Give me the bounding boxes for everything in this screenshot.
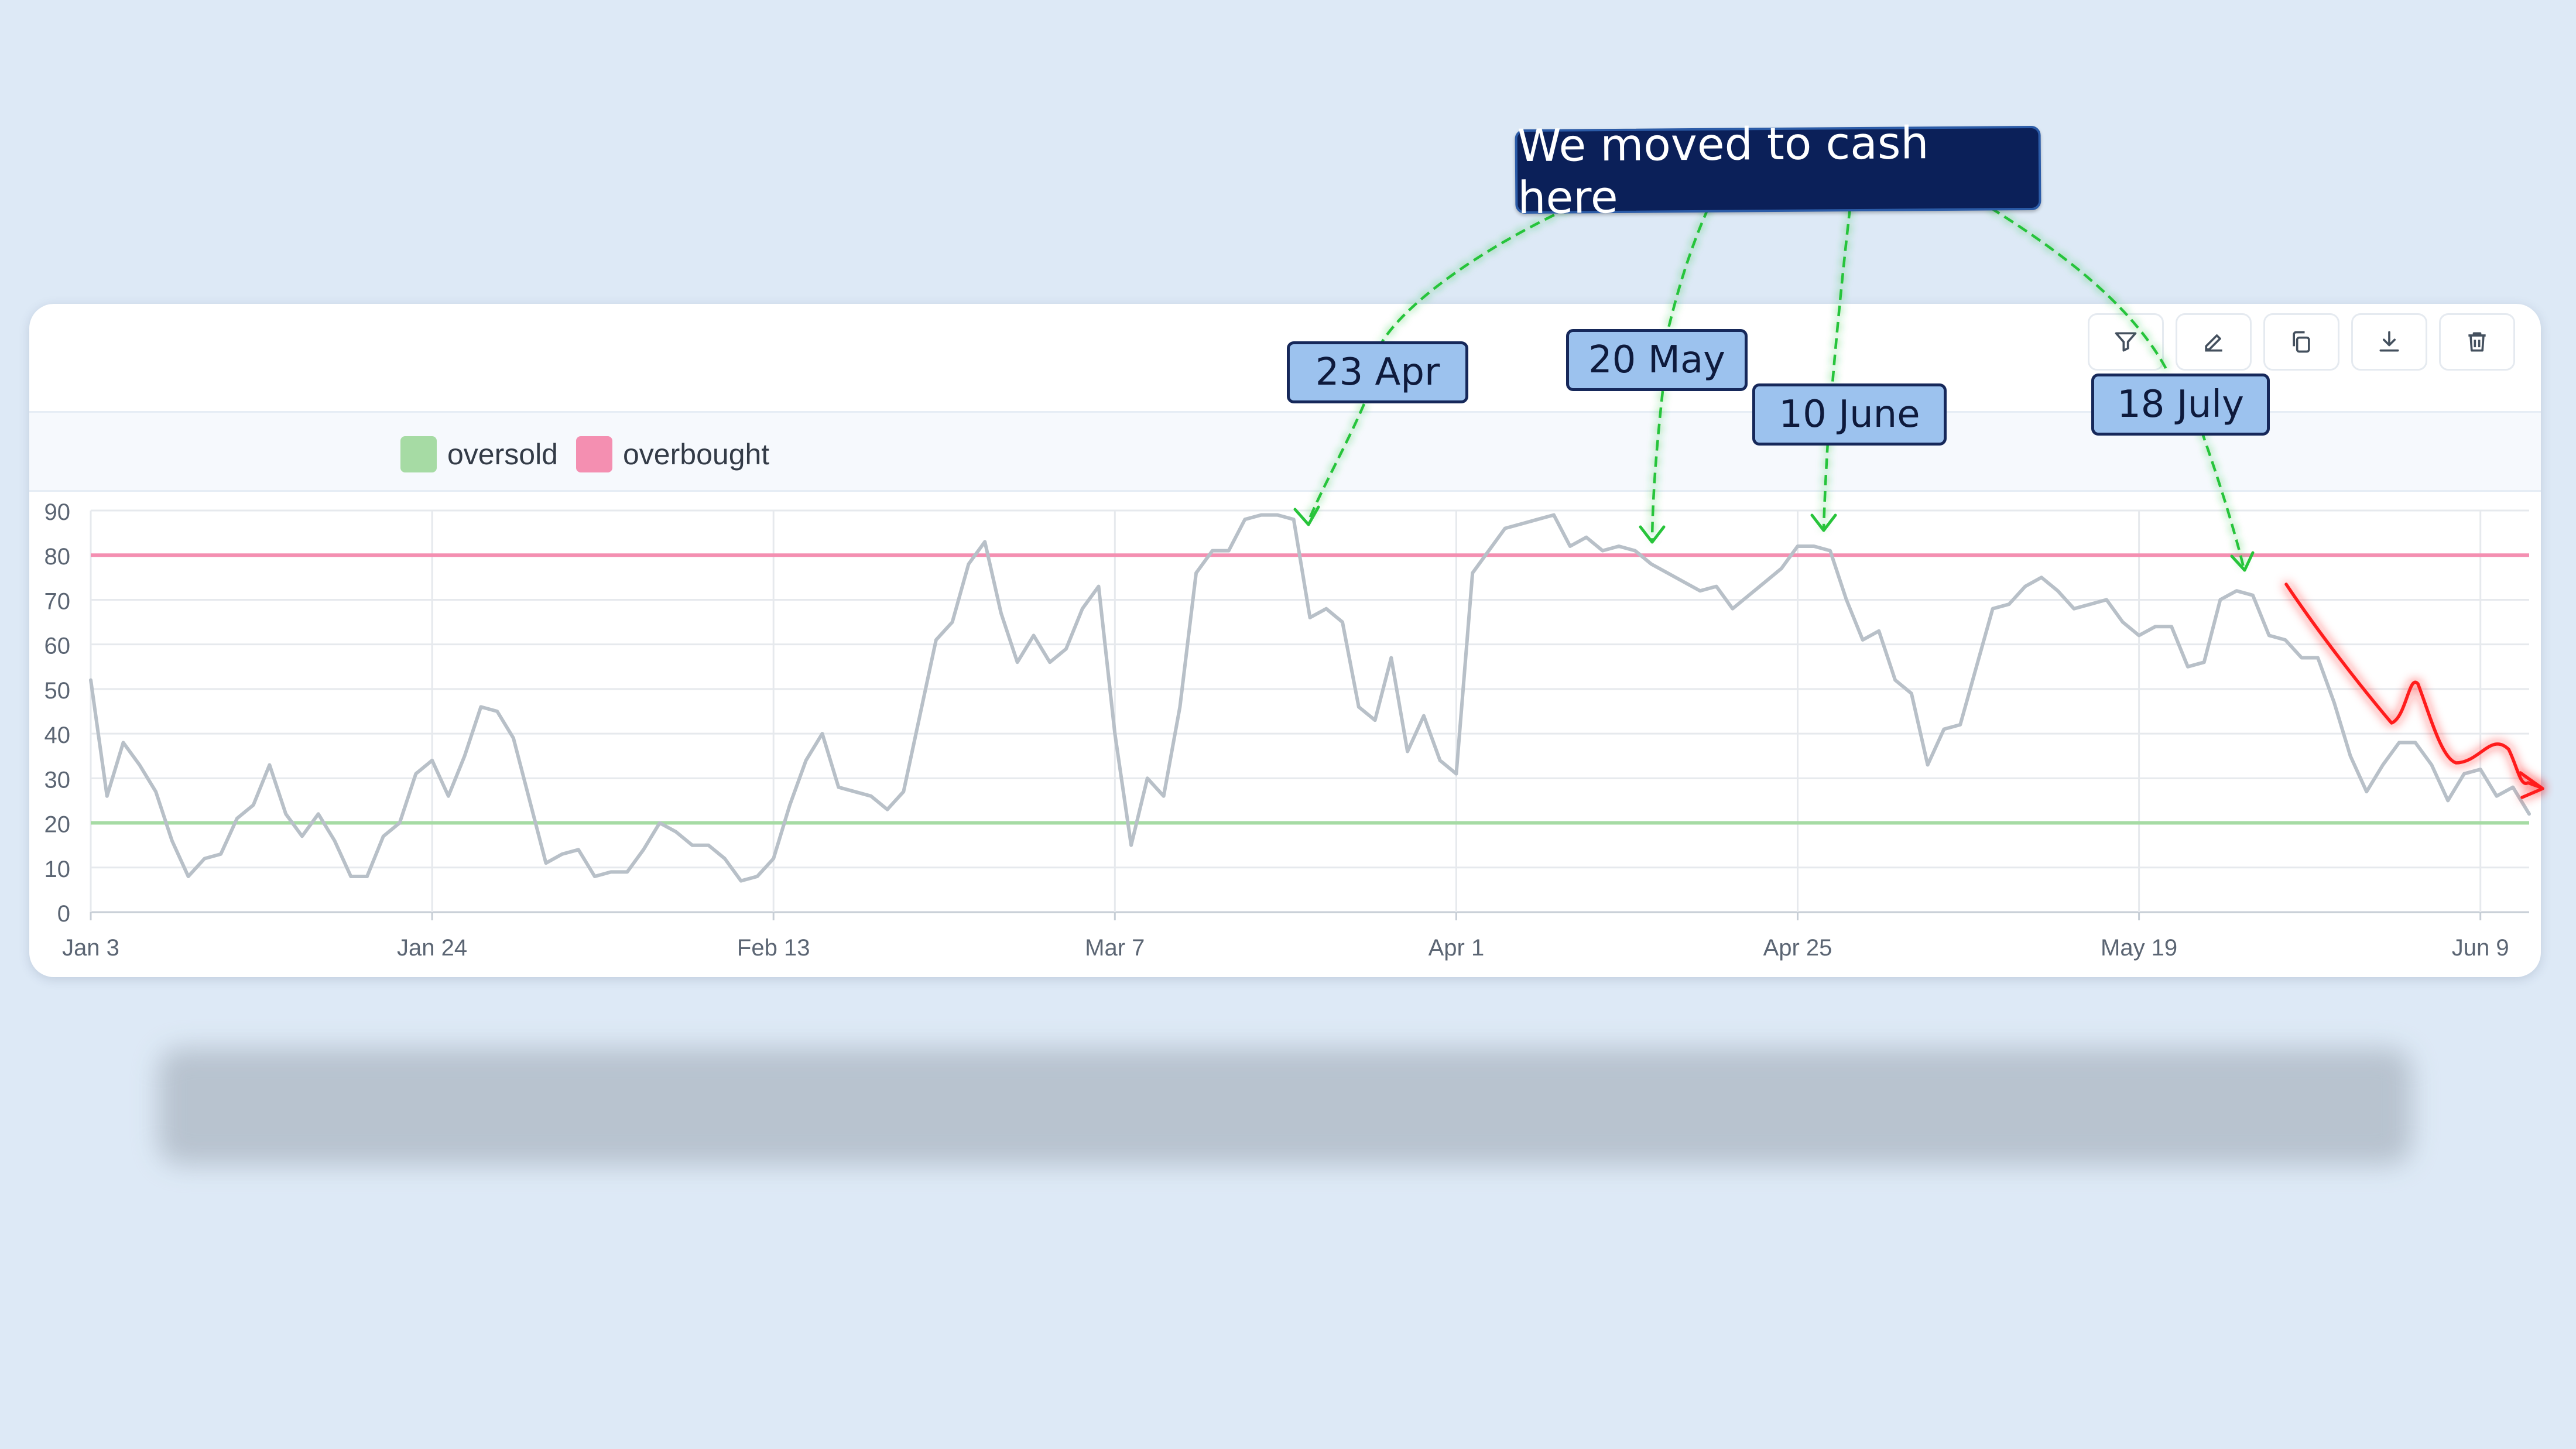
x-tick-label: Feb 13 [737,935,810,961]
grid-layer [90,509,2529,913]
copy-icon [2293,331,2310,353]
legend-label-oversold: oversold [447,438,558,471]
legend-label-overbought: overbought [623,438,770,471]
y-tick-label: 40 [44,722,71,748]
legend-item-overbought[interactable]: overbought [576,436,769,472]
trash-icon [2468,332,2486,352]
series-layer [89,513,2531,883]
y-tick-label: 0 [57,901,70,927]
x-tick-label: Jan 24 [397,935,467,961]
x-tick-label: Apr 1 [1429,935,1485,961]
rsi-chart: 0 10 20 30 40 50 60 70 80 90 Jan 3 Jan 24 Feb 13 Mar … [44,499,2531,961]
y-tick-label: 30 [44,767,71,793]
download-button[interactable] [2351,313,2427,371]
legend-item-oversold[interactable]: oversold [400,436,558,472]
x-tick-label: Jan 3 [62,935,119,961]
overbought-swatch [576,436,612,472]
date-tag-23-apr: 23 Apr [1287,341,1468,403]
y-tick-label: 20 [44,812,71,838]
download-icon [2379,331,2399,352]
axis-layer: 0 10 20 30 40 50 60 70 80 90 Jan 3 Jan 24 Feb 13 Mar … [44,499,2509,961]
callout-moved-to-cash: We moved to cash here [1515,117,2041,224]
copy-button[interactable] [2263,313,2339,371]
reference-lines [91,553,2529,825]
x-tick-label: Apr 25 [1763,935,1832,961]
edit-icon [2205,334,2222,352]
series-line [89,513,2531,883]
x-tick-label: May 19 [2101,935,2177,961]
y-tick-label: 70 [44,588,71,614]
blurred-content-bar [158,1048,2412,1165]
date-tag-18-july: 18 July [2091,374,2270,436]
date-tag-10-june: 10 June [1752,383,1947,446]
y-tick-label: 80 [44,544,71,570]
y-tick-label: 10 [44,857,71,882]
y-tick-label: 60 [44,633,71,659]
y-tick-label: 50 [44,678,71,704]
delete-button[interactable] [2439,313,2515,371]
oversold-swatch [400,436,437,472]
date-tag-20-may: 20 May [1566,329,1748,391]
edit-button[interactable] [2176,313,2252,371]
x-tick-label: Mar 7 [1085,935,1145,961]
x-tick-label: Jun 9 [2452,935,2509,961]
y-tick-label: 90 [44,499,71,525]
